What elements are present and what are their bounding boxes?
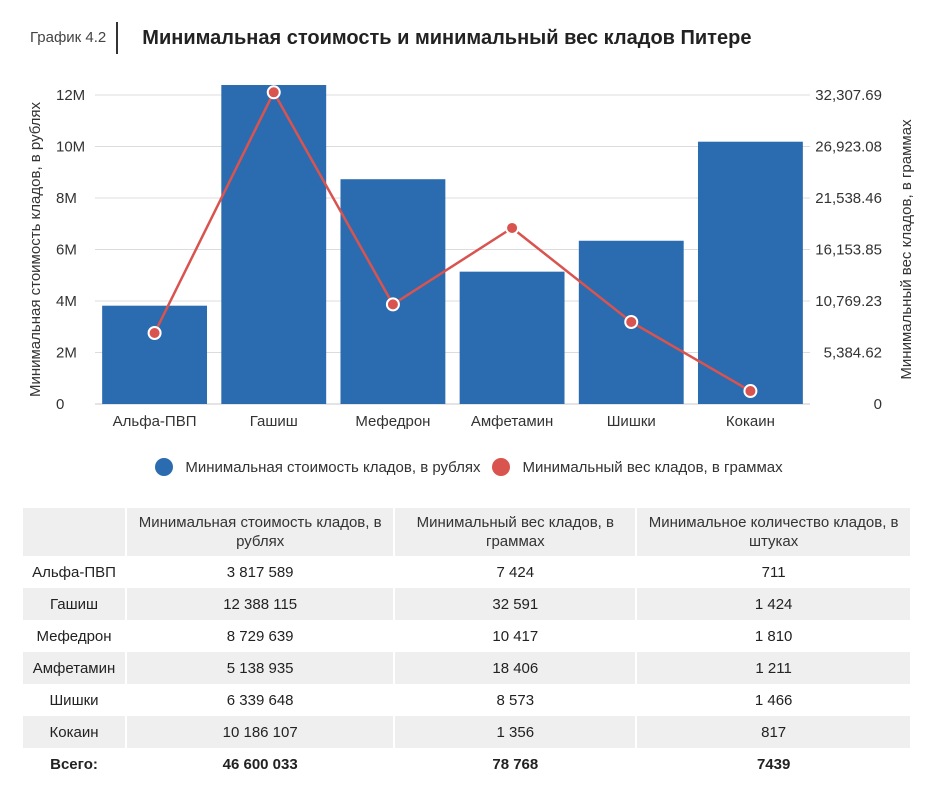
table-cell: 8 573	[394, 684, 638, 716]
table-cell: 817	[636, 716, 912, 748]
y-tick-label: 10M	[56, 139, 85, 156]
table-cell: 46 600 033	[126, 748, 396, 780]
table-cell: 5 138 935	[126, 652, 396, 684]
table-cell: 1 424	[636, 588, 912, 620]
table-row-label: Кокаин	[23, 716, 127, 748]
chart-number: График 4.2	[30, 22, 119, 54]
table-header-row: Минимальная стоимость кладов, в рублях Ми…	[23, 508, 912, 556]
bar	[102, 305, 208, 404]
table-cell: 1 466	[636, 684, 912, 716]
y2-axis-title: Минимальный вес кладов, в граммах	[898, 119, 915, 380]
table-cell: 7 424	[394, 556, 638, 588]
table-row: Гашиш 12 388 115 32 591 1 424	[23, 588, 912, 620]
y2-tick-label: 21,538.46	[815, 190, 882, 207]
table-corner-cell	[23, 508, 127, 556]
line-point	[624, 315, 639, 330]
legend-item: Минимальная стоимость кладов, в рублях	[155, 458, 480, 476]
table-cell: 18 406	[394, 652, 638, 684]
y2-tick-label: 0	[874, 396, 882, 413]
table-row: Мефедрон 8 729 639 10 417 1 810	[23, 620, 912, 652]
table-column-header: Минимальное количество кладов, в штуках	[636, 508, 912, 556]
y-tick-label: 4M	[56, 293, 77, 310]
chart-title: Минимальная стоимость и минимальный вес …	[142, 26, 752, 49]
legend-marker-icon	[155, 458, 174, 476]
line-point	[147, 325, 162, 340]
y-tick-label: 2M	[56, 345, 77, 362]
x-tick-label: Мефедрон	[355, 413, 430, 430]
table-row-label: Всего:	[23, 748, 127, 780]
table-cell: 3 817 589	[126, 556, 396, 588]
y2-tick-label: 10,769.23	[815, 293, 882, 310]
table-column-header: Минимальный вес кладов, в граммах	[394, 508, 638, 556]
table-cell: 6 339 648	[126, 684, 396, 716]
y2-tick-label: 32,307.69	[815, 87, 882, 104]
y2-tick-label: 5,384.62	[824, 345, 882, 362]
y-tick-label: 6M	[56, 242, 77, 259]
table-cell: 8 729 639	[126, 620, 396, 652]
y2-tick-label: 26,923.08	[815, 139, 882, 156]
table-row: Альфа-ПВП 3 817 589 7 424 711	[23, 556, 912, 588]
table-row: Амфетамин 5 138 935 18 406 1 211	[23, 652, 912, 684]
bar	[221, 85, 327, 404]
table-row: Кокаин 10 186 107 1 356 817	[23, 716, 912, 748]
x-tick-label: Шишки	[607, 413, 656, 430]
table-row: Шишки 6 339 648 8 573 1 466	[23, 684, 912, 716]
table-cell: 711	[636, 556, 912, 588]
legend-marker-icon	[492, 458, 511, 476]
table-cell: 10 417	[394, 620, 638, 652]
x-tick-label: Амфетамин	[471, 413, 554, 430]
table-column-header: Минимальная стоимость кладов, в рублях	[126, 508, 396, 556]
table-cell: 78 768	[394, 748, 638, 780]
table-row-label: Альфа-ПВП	[23, 556, 127, 588]
series-line	[153, 89, 752, 393]
x-tick-label: Кокаин	[726, 413, 775, 430]
table-cell: 1 356	[394, 716, 638, 748]
data-table: Минимальная стоимость кладов, в рублях Ми…	[23, 508, 912, 780]
table-cell: 1 211	[636, 652, 912, 684]
legend-label: Минимальная стоимость кладов, в рублях	[185, 458, 481, 476]
y2-tick-label: 16,153.85	[815, 242, 882, 259]
table-total-row: Всего: 46 600 033 78 768 7439	[23, 748, 912, 780]
line-point	[505, 220, 520, 235]
y-axis-title: Минимальная стоимость кладов, в рублях	[27, 101, 44, 397]
table-row-label: Шишки	[23, 684, 127, 716]
x-tick-label: Альфа-ПВП	[113, 413, 197, 430]
x-tick-label: Гашиш	[250, 413, 298, 430]
line-point	[266, 85, 281, 100]
bar	[697, 141, 803, 404]
y-tick-label: 8M	[56, 190, 77, 207]
table-cell: 7439	[636, 748, 912, 780]
line-point	[385, 297, 400, 312]
table-row-label: Мефедрон	[23, 620, 127, 652]
combo-chart: 0 0 2M 5,384.62 4M 10,769.23 6M 16,153.85 8M 21,5…	[27, 85, 915, 430]
chart-header: График 4.2 Минимальная стоимость и миним…	[30, 20, 751, 56]
table-cell: 32 591	[394, 588, 638, 620]
bar	[340, 179, 446, 404]
table-cell: 1 810	[636, 620, 912, 652]
legend-item: Минимальный вес кладов, в граммах	[492, 458, 783, 476]
chart-legend: Минимальная стоимость кладов, в рублях Ми…	[0, 458, 938, 476]
y-tick-label: 0	[56, 396, 64, 413]
bar	[459, 271, 565, 404]
table-row-label: Гашиш	[23, 588, 127, 620]
table-cell: 12 388 115	[126, 588, 396, 620]
table-row-label: Амфетамин	[23, 652, 127, 684]
y-tick-label: 12M	[56, 87, 85, 104]
table-cell: 10 186 107	[126, 716, 396, 748]
line-point	[743, 384, 758, 399]
legend-label: Минимальный вес кладов, в граммах	[522, 458, 783, 476]
